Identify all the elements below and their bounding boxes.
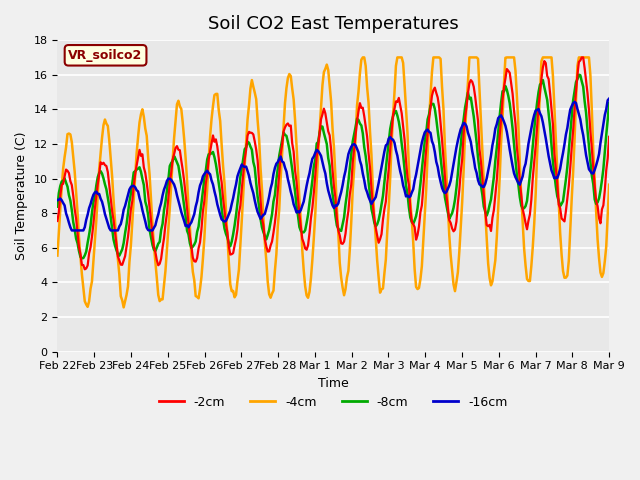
X-axis label: Time: Time bbox=[318, 377, 349, 390]
Y-axis label: Soil Temperature (C): Soil Temperature (C) bbox=[15, 132, 28, 260]
Title: Soil CO2 East Temperatures: Soil CO2 East Temperatures bbox=[208, 15, 459, 33]
Legend: -2cm, -4cm, -8cm, -16cm: -2cm, -4cm, -8cm, -16cm bbox=[154, 391, 513, 414]
Text: VR_soilco2: VR_soilco2 bbox=[68, 49, 143, 62]
